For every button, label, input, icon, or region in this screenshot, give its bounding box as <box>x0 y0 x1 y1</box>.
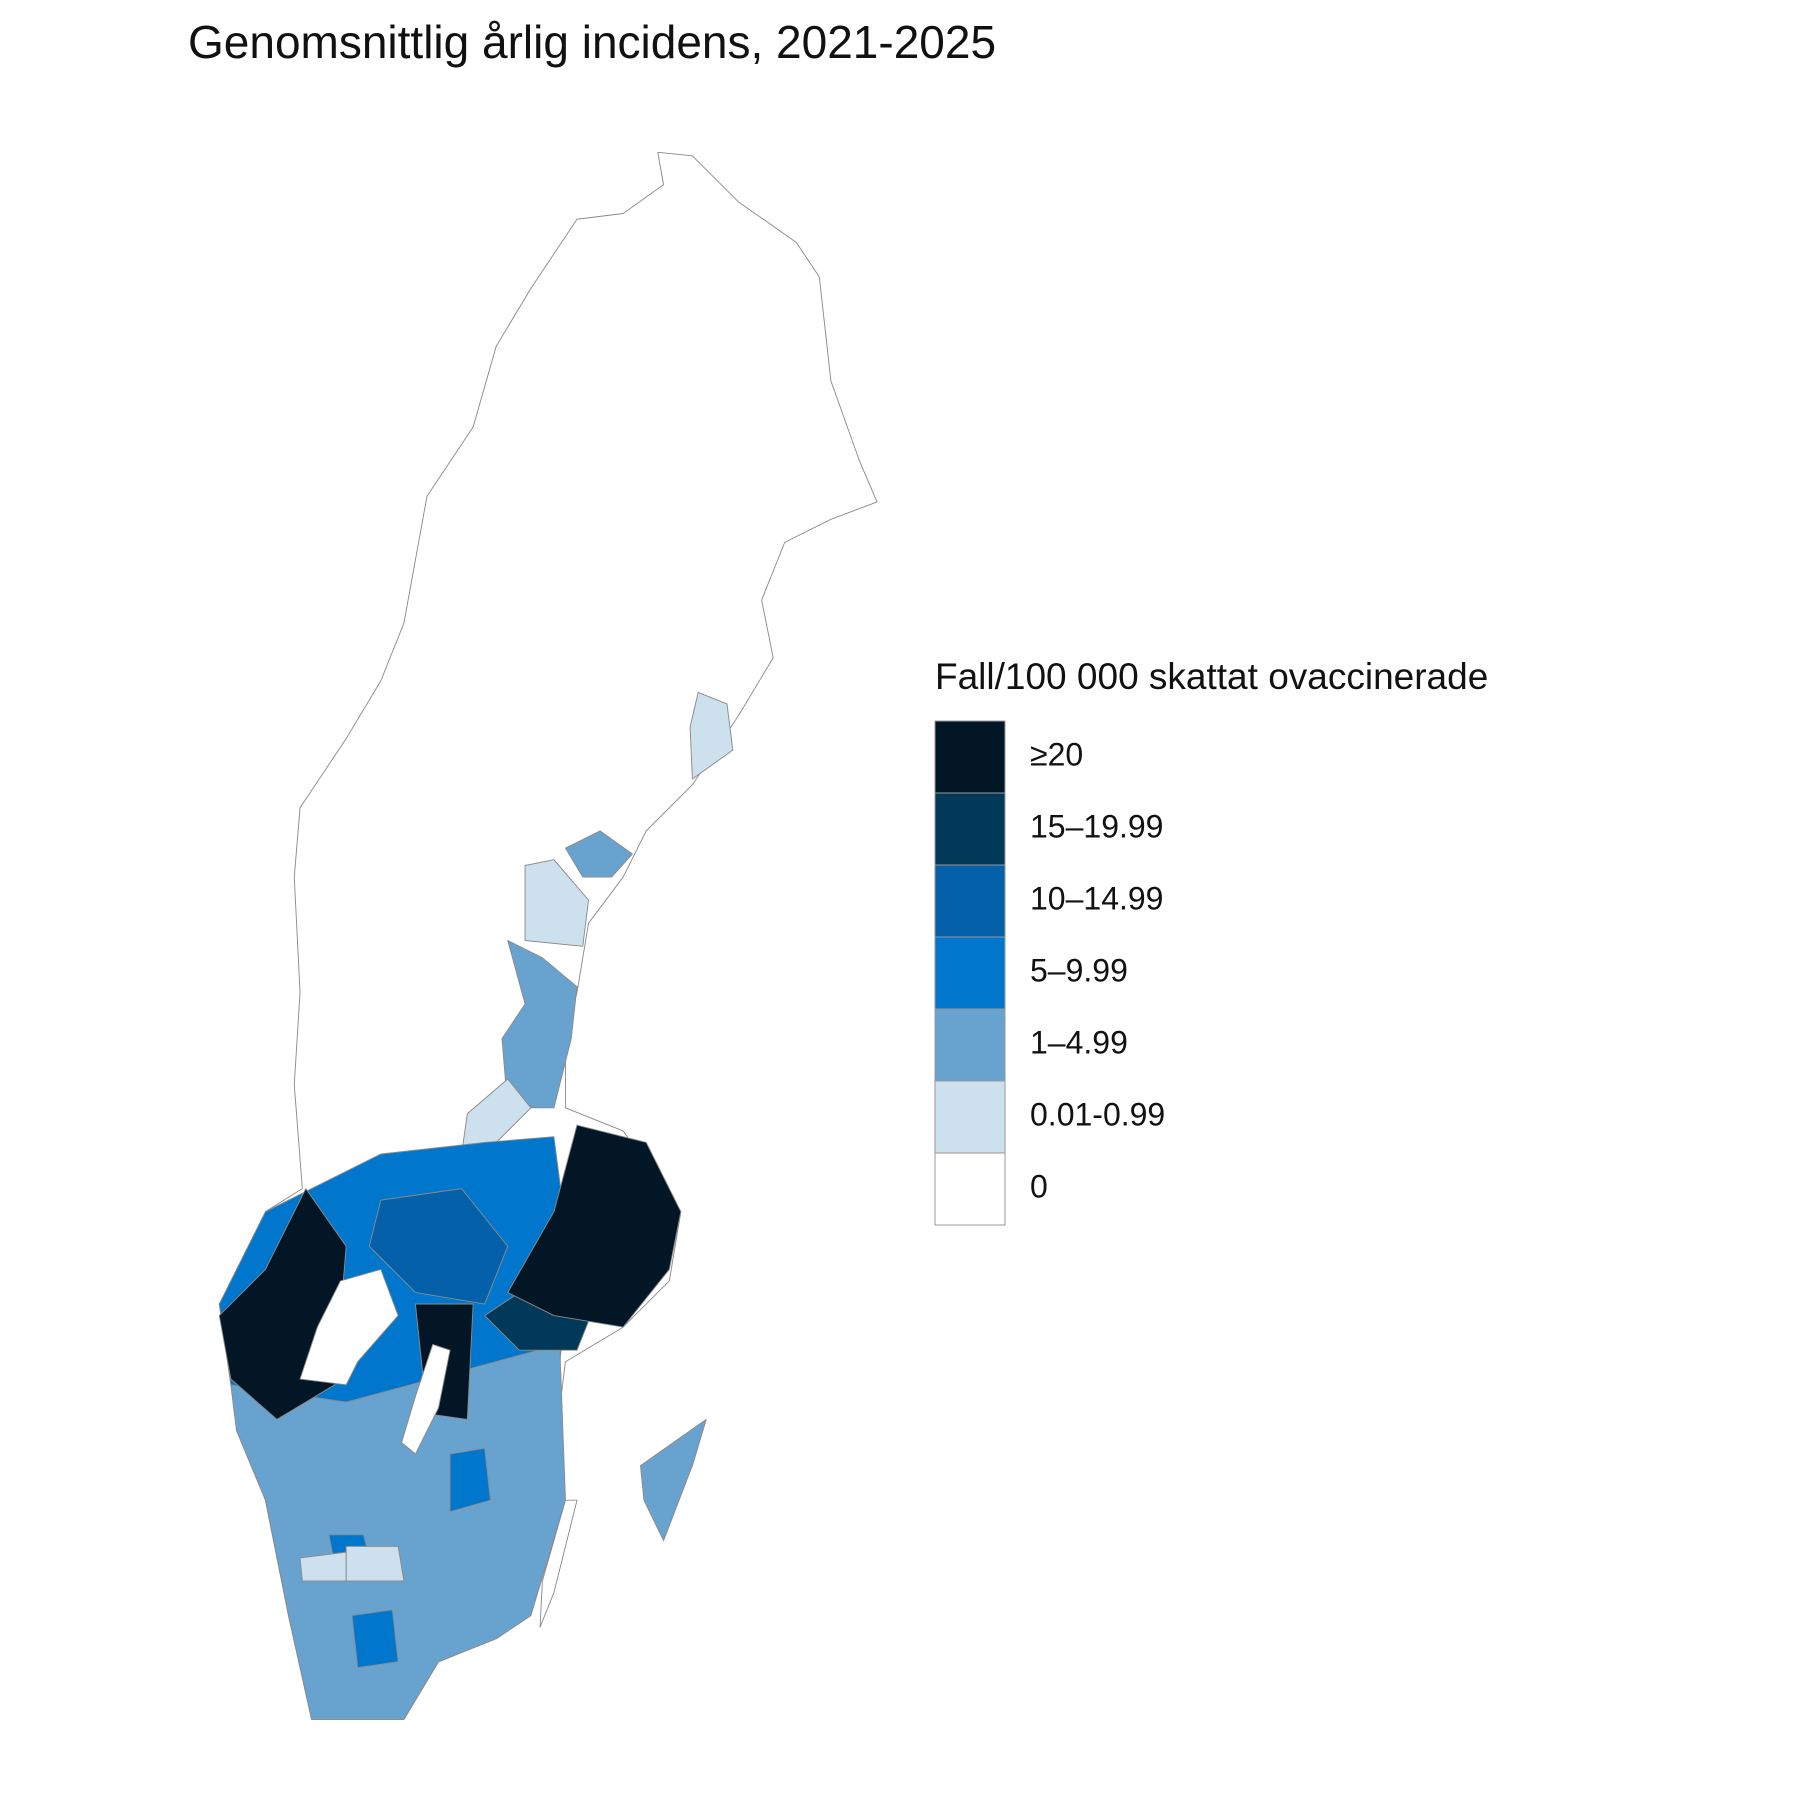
legend-label: 0 <box>1030 1168 1048 1204</box>
region <box>564 830 633 878</box>
map-title: Genomsnittlig årlig incidens, 2021-2025 <box>188 16 996 68</box>
region <box>449 1447 491 1513</box>
sweden-map <box>218 151 878 1720</box>
lake-vanern <box>299 1268 399 1386</box>
legend: ≥20 15–19.99 10–14.99 5–9.99 1–4.99 0.01-0.99… <box>934 720 1165 1226</box>
legend-swatch <box>934 792 1006 866</box>
legend-swatch <box>934 936 1006 1010</box>
legend-label: ≥20 <box>1030 736 1083 772</box>
legend-label: 15–19.99 <box>1030 808 1163 844</box>
lake-vattern <box>401 1343 451 1455</box>
region <box>524 859 590 947</box>
region <box>689 691 734 780</box>
region <box>501 940 578 1109</box>
legend-title: Fall/100 000 skattat ovaccinerade <box>935 656 1488 697</box>
gotland <box>640 1418 707 1542</box>
region <box>368 1188 509 1305</box>
region <box>345 1545 405 1582</box>
legend-swatch <box>934 1152 1006 1226</box>
legend-label: 0.01-0.99 <box>1030 1096 1165 1132</box>
oland <box>539 1499 578 1628</box>
legend-swatch <box>934 720 1006 794</box>
legend-swatch <box>934 1008 1006 1082</box>
region <box>351 1609 399 1668</box>
legend-swatch <box>934 864 1006 938</box>
legend-label: 10–14.99 <box>1030 880 1163 916</box>
region <box>507 1124 682 1328</box>
legend-label: 1–4.99 <box>1030 1024 1128 1060</box>
legend-swatch <box>934 1080 1006 1154</box>
legend-label: 5–9.99 <box>1030 952 1128 988</box>
